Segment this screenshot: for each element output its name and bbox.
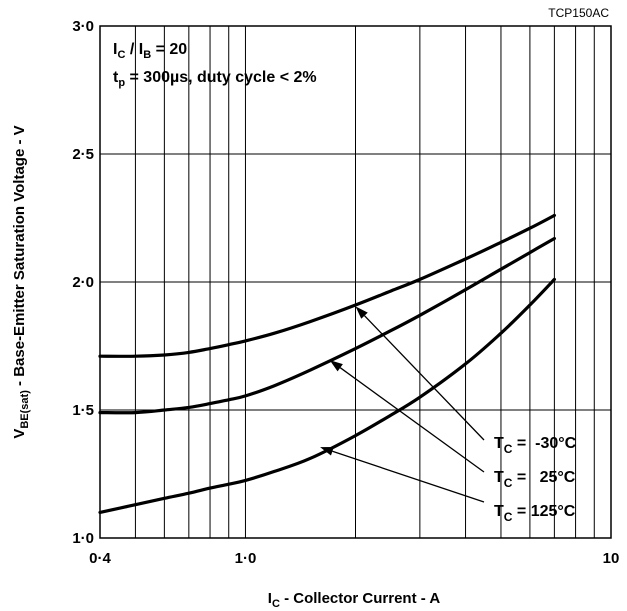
legend-arrow-0: [364, 315, 485, 441]
legend-entry-125c: TC = 125°C: [494, 503, 576, 524]
y-tick-label: 1·5: [72, 402, 94, 419]
legend-arrow-head-1: [329, 360, 343, 372]
grid: [99, 25, 612, 539]
condition-current-ratio: IC / IB = 20: [113, 41, 187, 61]
series-line-1: [98, 236, 556, 415]
legend-entry-minus30c: TC = -30°C: [494, 435, 577, 456]
x-tick-label: 10: [603, 550, 620, 567]
x-tick-label: 0·4: [89, 550, 111, 567]
y-tick-label: 2·0: [72, 274, 94, 291]
condition-pulse: tp = 300µs, duty cycle < 2%: [113, 69, 317, 89]
figure-id: TCP150AC: [548, 6, 609, 20]
legend-arrow-2: [332, 450, 485, 503]
legend-arrows: [320, 306, 485, 503]
legend-arrow-head-0: [355, 306, 368, 319]
legend-arrow-head-2: [320, 446, 334, 456]
x-axis-title: IC - Collector Current - A: [268, 590, 441, 610]
y-axis-title: VBE(sat) - Base-Emitter Saturation Volta…: [11, 125, 31, 438]
x-tick-label: 1·0: [235, 550, 257, 567]
tick-labels: 1·0 1·5 2·0 2·5 3·0 0·4 1·0 10: [72, 18, 619, 567]
series-line-0: [98, 213, 556, 358]
legend-arrow-1: [339, 367, 485, 473]
legend-entry-25c: TC = 25°C: [494, 469, 576, 490]
y-tick-label: 1·0: [72, 530, 94, 547]
y-tick-label: 3·0: [72, 18, 94, 35]
curves: [98, 213, 556, 514]
plot-frame: [99, 25, 612, 539]
series-line-2: [98, 277, 556, 514]
y-tick-label: 2·5: [72, 146, 94, 163]
